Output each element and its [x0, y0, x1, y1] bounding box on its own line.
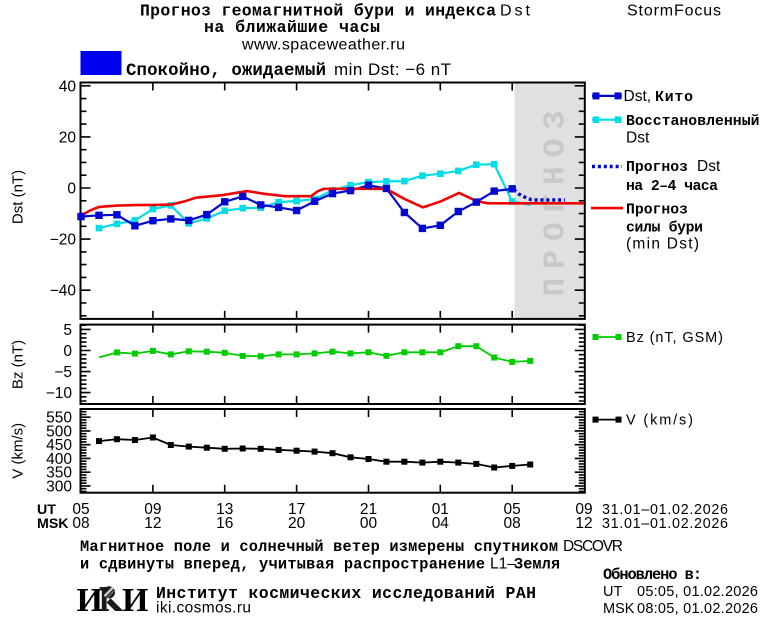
svg-text:Магнитное поле и солнечный вет: Магнитное поле и солнечный ветер измерен…	[80, 538, 558, 556]
svg-text:400: 400	[46, 451, 72, 468]
svg-text:13: 13	[216, 501, 233, 518]
svg-text:00: 00	[360, 515, 378, 532]
svg-text:MSK: MSK	[603, 601, 635, 617]
svg-text:Восстановленный: Восстановленный	[626, 114, 760, 130]
svg-text:−40: −40	[50, 283, 77, 300]
svg-text:Прогноз геомагнитной бури и ин: Прогноз геомагнитной бури и индекса	[140, 2, 496, 21]
svg-text:MSK: MSK	[37, 516, 69, 532]
svg-text:Dst: Dst	[626, 129, 650, 146]
svg-text:300: 300	[46, 478, 72, 495]
svg-text:05:05, 01.02.2026: 05:05, 01.02.2026	[637, 584, 758, 600]
svg-text:Земля: Земля	[514, 556, 560, 574]
svg-text:DSCOVR: DSCOVR	[563, 538, 623, 555]
svg-text:Dst: Dst	[500, 3, 531, 20]
svg-text:12: 12	[144, 515, 161, 532]
svg-text:Прогноз: Прогноз	[626, 160, 688, 176]
svg-text:L1–: L1–	[490, 556, 516, 573]
svg-text:Dst (nT): Dst (nT)	[10, 170, 27, 224]
svg-text:силы бури: силы бури	[626, 221, 703, 237]
svg-text:04: 04	[432, 515, 450, 532]
svg-text:Bz (nT): Bz (nT)	[10, 340, 27, 389]
svg-text:350: 350	[46, 465, 72, 482]
svg-text:−5: −5	[54, 364, 72, 381]
svg-text:min Dst: −6 nT: min Dst: −6 nT	[334, 60, 451, 79]
svg-text:500: 500	[46, 423, 72, 440]
svg-text:08:05, 01.02.2026: 08:05, 01.02.2026	[637, 601, 758, 617]
svg-text:16: 16	[216, 515, 233, 532]
svg-text:0: 0	[67, 181, 76, 198]
svg-text:21: 21	[360, 501, 377, 518]
svg-text:09: 09	[144, 501, 161, 518]
svg-text:и сдвинуты вперед, учитывая ра: и сдвинуты вперед, учитывая распростране…	[80, 556, 485, 574]
svg-text:05: 05	[72, 501, 89, 518]
svg-text:V (km/s): V (km/s)	[10, 423, 27, 479]
svg-text:(min Dst): (min Dst)	[626, 236, 699, 253]
svg-text:5: 5	[63, 322, 72, 339]
svg-text:09: 09	[575, 501, 592, 518]
svg-text:iki.cosmos.ru: iki.cosmos.ru	[156, 600, 251, 617]
svg-text:Dst: Dst	[697, 158, 721, 175]
svg-text:StormFocus: StormFocus	[627, 3, 721, 20]
svg-text:Dst,: Dst,	[624, 88, 652, 105]
svg-text:450: 450	[46, 437, 72, 454]
svg-text:31.01–01.02.2026: 31.01–01.02.2026	[602, 502, 728, 518]
svg-text:17: 17	[288, 501, 305, 518]
svg-text:−10: −10	[46, 385, 73, 402]
svg-text:20: 20	[288, 515, 306, 532]
svg-text:Обновлено в:: Обновлено в:	[603, 566, 702, 584]
svg-text:05: 05	[504, 501, 521, 518]
svg-text:12: 12	[575, 515, 592, 532]
svg-text:Институт космических исследова: Институт космических исследований РАН	[156, 584, 536, 603]
svg-text:UT: UT	[603, 584, 622, 600]
svg-text:01: 01	[432, 501, 449, 518]
svg-text:08: 08	[72, 515, 89, 532]
svg-text:Кито: Кито	[655, 90, 693, 106]
svg-text:на 2–4 часа: на 2–4 часа	[626, 179, 718, 195]
svg-text:И: И	[77, 582, 103, 619]
svg-text:40: 40	[59, 78, 77, 95]
svg-text:www.spaceweather.ru: www.spaceweather.ru	[241, 37, 405, 54]
svg-text:ПРОГНОЗ: ПРОГНОЗ	[539, 101, 574, 296]
svg-text:−20: −20	[50, 232, 77, 249]
svg-text:на ближайшие часы: на ближайшие часы	[204, 18, 380, 37]
svg-text:И: И	[122, 582, 148, 619]
svg-text:20: 20	[59, 129, 77, 146]
svg-text:550: 550	[46, 410, 72, 427]
svg-text:31.01–01.02.2026: 31.01–01.02.2026	[602, 516, 728, 532]
svg-text:0: 0	[63, 343, 72, 360]
svg-text:Спокойно, ожидаемый: Спокойно, ожидаемый	[126, 62, 326, 81]
svg-text:V (km/s): V (km/s)	[626, 412, 693, 428]
svg-text:Bz (nT, GSM): Bz (nT, GSM)	[626, 330, 723, 346]
svg-text:08: 08	[504, 515, 521, 532]
svg-text:UT: UT	[37, 502, 56, 518]
svg-text:Прогноз: Прогноз	[626, 203, 688, 219]
